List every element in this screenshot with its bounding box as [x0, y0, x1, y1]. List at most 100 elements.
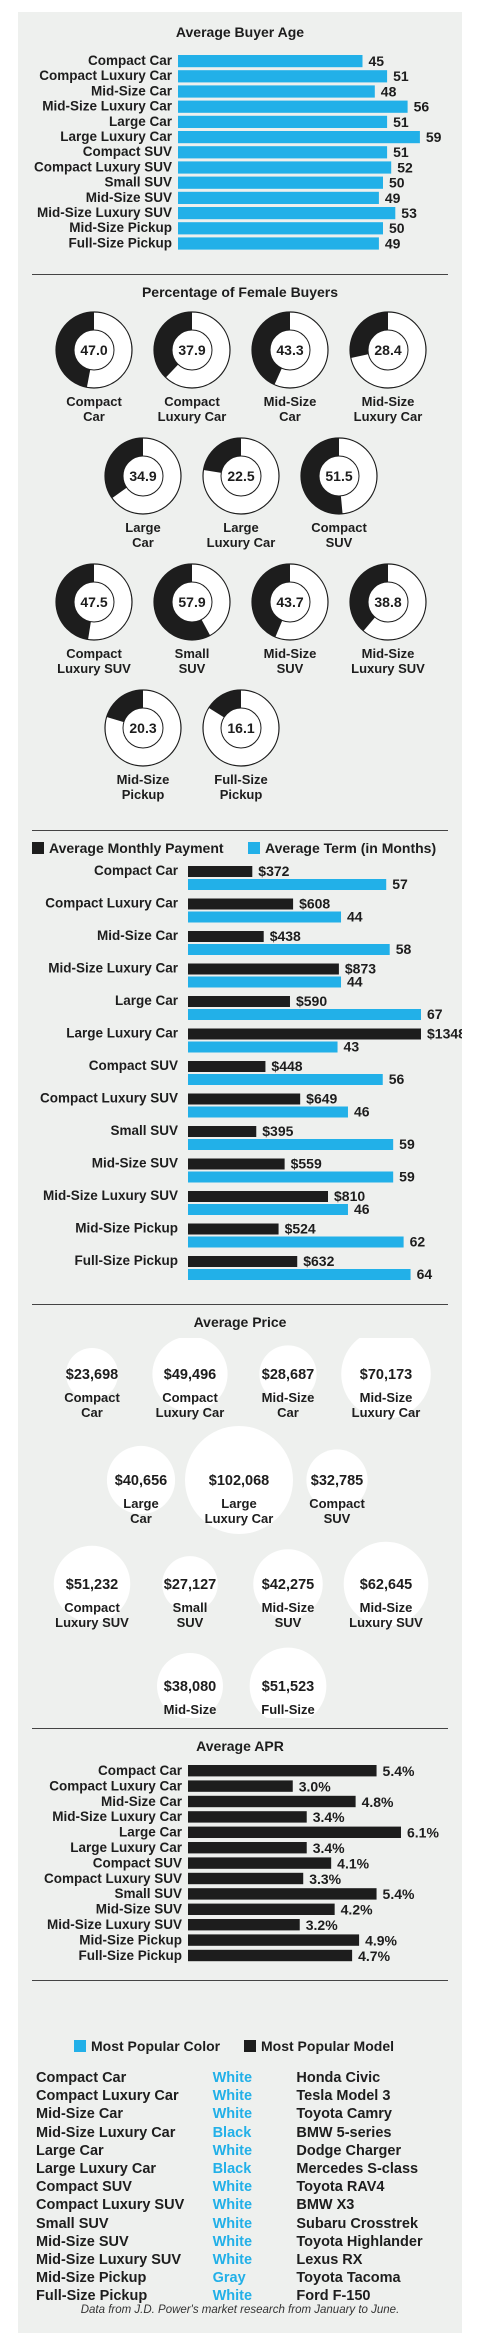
payment-value-label: $448 [271, 1058, 302, 1074]
divider [32, 274, 448, 275]
term-value-label: 67 [427, 1006, 443, 1022]
donut-value-label: 37.9 [178, 342, 205, 358]
term-value-label: 44 [347, 974, 363, 990]
donut-category-label: Full-Size [214, 772, 267, 787]
price-value-label: $38,080 [164, 1679, 216, 1695]
apr-category-label: Mid-Size Pickup [79, 1932, 182, 1947]
color-cell: White [212, 2233, 253, 2250]
donut-hole [318, 455, 360, 497]
price-category-label: Pickup [169, 1717, 212, 1718]
color-cell: White [212, 2251, 253, 2268]
price-bubble [53, 1545, 131, 1623]
age-bar [178, 131, 420, 144]
apr-bar [188, 1888, 377, 1900]
payment-bar [188, 1223, 279, 1235]
price-bubble [253, 1549, 323, 1619]
price-category-label: Large [221, 1496, 256, 1511]
payment-category-label: Mid-Size Pickup [75, 1221, 178, 1236]
age-category-label: Mid-Size Car [91, 83, 173, 98]
apr-bar [188, 1842, 307, 1854]
donut-category-label: SUV [326, 535, 353, 550]
model-cell: Toyota Highlander [296, 2233, 423, 2250]
donut-value-label: 43.3 [276, 342, 303, 358]
donut-category-label: Luxury SUV [351, 661, 425, 676]
age-value-label: 56 [414, 99, 430, 115]
donut-category-label: Mid-Size [264, 394, 317, 409]
average-price-title: Average Price [193, 1314, 287, 1330]
table-row: Small SUV White Subaru Crosstrek [36, 2215, 456, 2233]
term-value-label: 46 [354, 1201, 370, 1217]
price-bubble [65, 1347, 119, 1401]
price-category-label: Car [81, 1405, 103, 1420]
table-row: Large Car White Dodge Charger [36, 2142, 456, 2160]
donut-hole [171, 329, 213, 371]
price-bubble [162, 1556, 218, 1612]
price-category-label: SUV [177, 1615, 204, 1630]
table-row: Compact Car White Honda Civic [36, 2069, 456, 2087]
apr-title: Average APR [196, 1738, 284, 1754]
table-row: Compact SUV White Toyota RAV4 [36, 2178, 456, 2196]
donut-hole [122, 707, 164, 749]
price-category-label: Pickup [267, 1717, 310, 1718]
price-category-label: Large [123, 1496, 158, 1511]
buyer-age-title: Average Buyer Age [175, 24, 305, 40]
age-value-label: 51 [393, 114, 409, 130]
payment-value-label: $1348 [427, 1026, 462, 1042]
term-value-label: 59 [399, 1169, 415, 1185]
apr-category-label: Full-Size Pickup [78, 1948, 182, 1963]
apr-value-label: 3.4% [313, 1840, 345, 1856]
price-bubble [152, 1338, 228, 1412]
segment-cell: Mid-Size Luxury SUV [36, 2251, 182, 2268]
segment-cell: Compact Luxury Car [36, 2088, 179, 2105]
payment-value-label: $873 [345, 961, 376, 977]
age-value-label: 59 [426, 129, 442, 145]
donut-category-label: Car [83, 409, 105, 424]
age-category-label: Mid-Size Luxury Car [42, 99, 173, 114]
payment-category-label: Large Luxury Car [66, 1026, 179, 1041]
apr-category-label: Mid-Size SUV [96, 1902, 182, 1917]
donut-category-label: Luxury Car [354, 409, 423, 424]
model-legend-swatch [244, 2040, 256, 2052]
price-value-label: $40,656 [115, 1473, 167, 1489]
donut-hole [220, 707, 262, 749]
donut-value-label: 57.9 [178, 594, 205, 610]
age-category-label: Compact Car [88, 53, 173, 68]
color-cell: Black [212, 2124, 252, 2141]
donut-value-label: 47.0 [80, 342, 107, 358]
age-category-label: Large Car [109, 114, 173, 129]
apr-value-label: 3.4% [313, 1809, 345, 1825]
payment-category-label: Compact SUV [89, 1058, 178, 1073]
age-value-label: 53 [401, 205, 417, 221]
apr-value-label: 4.1% [337, 1855, 369, 1871]
age-bar [178, 85, 375, 98]
donut-hole [367, 581, 409, 623]
payment-category-label: Compact Luxury Car [45, 896, 179, 911]
model-cell: Toyota RAV4 [296, 2179, 385, 2196]
donut-value-label: 16.1 [227, 720, 254, 736]
payment-bar [188, 1191, 329, 1202]
payment-bar [188, 1028, 421, 1040]
donut-category-label: Compact [311, 520, 367, 535]
donut-hole [171, 581, 213, 623]
donut-hole [73, 581, 115, 623]
age-value-label: 51 [393, 144, 409, 160]
price-value-label: $49,496 [164, 1367, 216, 1383]
apr-value-label: 5.4% [383, 1763, 415, 1779]
payment-legend: Average Monthly Payment [32, 840, 224, 856]
donut-value-label: 43.7 [276, 594, 303, 610]
age-category-label: Compact SUV [83, 144, 172, 159]
age-value-label: 50 [389, 175, 405, 191]
apr-bar [188, 1934, 360, 1946]
payment-category-label: Large Car [115, 993, 179, 1008]
payment-category-label: Compact Car [94, 863, 179, 878]
term-bar [188, 944, 390, 955]
age-bar [178, 55, 363, 68]
payment-bar [188, 963, 339, 975]
payment-category-label: Mid-Size Luxury Car [48, 961, 179, 976]
donut-hole [269, 329, 311, 371]
apr-category-label: Compact Luxury Car [49, 1778, 183, 1793]
table-row: Compact Luxury SUV White BMW X3 [36, 2196, 456, 2214]
price-category-label: Luxury Car [352, 1405, 421, 1420]
price-value-label: $62,645 [360, 1577, 412, 1593]
